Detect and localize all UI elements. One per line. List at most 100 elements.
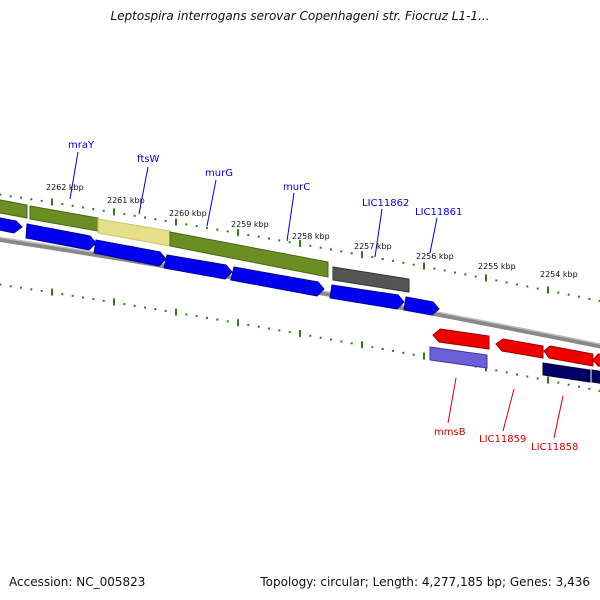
blue-arrow-5[interactable] bbox=[230, 266, 325, 297]
minor-tick bbox=[588, 297, 591, 300]
major-tick bbox=[113, 208, 115, 216]
minor-tick bbox=[30, 288, 33, 291]
reverse-feature-track bbox=[429, 328, 600, 384]
gene-bar-left[interactable] bbox=[0, 199, 28, 219]
blue-arrow-4[interactable] bbox=[163, 254, 233, 280]
minor-tick bbox=[144, 216, 146, 219]
minor-tick bbox=[185, 223, 188, 226]
major-tick bbox=[423, 352, 425, 360]
minor-tick bbox=[433, 267, 436, 270]
major-tick bbox=[175, 308, 177, 316]
minor-tick bbox=[578, 295, 580, 298]
minor-tick bbox=[340, 250, 343, 253]
navy-bar-1[interactable] bbox=[542, 362, 591, 383]
minor-tick bbox=[495, 279, 498, 282]
minor-tick bbox=[505, 281, 508, 284]
major-tick bbox=[51, 198, 53, 206]
forward-gene-labels: mraY ftsW murG murC LIC11862 LIC11861 bbox=[68, 140, 462, 258]
minor-tick bbox=[154, 218, 157, 221]
gene-label-LIC11859[interactable]: LIC11859 bbox=[479, 434, 526, 445]
red-arrow-1[interactable] bbox=[432, 328, 490, 350]
minor-tick bbox=[464, 273, 467, 276]
minor-tick bbox=[412, 353, 415, 356]
minor-tick bbox=[185, 313, 188, 316]
minor-tick bbox=[257, 325, 260, 328]
minor-tick bbox=[454, 271, 456, 274]
minor-tick bbox=[567, 293, 570, 296]
minor-tick bbox=[40, 289, 43, 292]
minor-tick bbox=[588, 387, 591, 390]
leader-line-murG bbox=[206, 179, 217, 227]
minor-tick bbox=[516, 283, 518, 286]
blue-arrow-2[interactable] bbox=[25, 223, 97, 251]
gene-label-murG[interactable]: murG bbox=[205, 168, 233, 179]
minor-tick bbox=[216, 228, 219, 231]
minor-tick bbox=[9, 285, 12, 288]
gene-label-mraY[interactable]: mraY bbox=[68, 140, 95, 151]
minor-tick bbox=[330, 338, 332, 341]
blue-arrow-3[interactable] bbox=[93, 239, 167, 267]
minor-tick bbox=[40, 199, 43, 202]
navy-bar-2[interactable] bbox=[591, 369, 600, 384]
gene-label-mmsB[interactable]: mmsB bbox=[434, 427, 466, 438]
minor-tick bbox=[278, 329, 281, 332]
blue-arrow-6[interactable] bbox=[329, 284, 405, 310]
minor-tick bbox=[443, 269, 446, 272]
minor-tick bbox=[268, 327, 270, 330]
gene-label-ftsW[interactable]: ftsW bbox=[137, 154, 159, 165]
minor-tick bbox=[154, 308, 157, 311]
minor-tick bbox=[340, 340, 343, 343]
minor-tick bbox=[392, 349, 394, 352]
scale-label: 2261 kbp bbox=[107, 196, 145, 205]
gene-bar-LIC11862[interactable] bbox=[332, 266, 410, 293]
minor-tick bbox=[61, 293, 64, 296]
minor-tick bbox=[412, 263, 415, 266]
blue-arrow-1[interactable] bbox=[0, 217, 23, 234]
outer-tick-track bbox=[0, 193, 600, 302]
minor-tick bbox=[123, 213, 126, 216]
scale-label: 2259 kbp bbox=[231, 220, 269, 229]
minor-tick bbox=[402, 261, 405, 264]
minor-tick bbox=[598, 389, 600, 392]
minor-tick bbox=[557, 381, 560, 384]
minor-tick bbox=[71, 294, 74, 297]
minor-tick bbox=[9, 195, 12, 198]
minor-tick bbox=[381, 348, 384, 350]
gene-bar-murG-murC[interactable] bbox=[169, 231, 329, 278]
minor-tick bbox=[20, 286, 22, 289]
blue-arrow-7[interactable] bbox=[403, 296, 440, 316]
major-tick bbox=[113, 298, 115, 306]
leader-line-LIC11862 bbox=[374, 208, 383, 258]
major-tick bbox=[361, 341, 363, 349]
red-arrow-3[interactable] bbox=[543, 345, 594, 367]
red-arrow-2[interactable] bbox=[495, 338, 544, 359]
minor-tick bbox=[164, 219, 167, 222]
lavender-bar-mmsB[interactable] bbox=[429, 346, 488, 369]
gene-label-murC[interactable]: murC bbox=[283, 182, 310, 193]
scale-label: 2260 kbp bbox=[169, 209, 207, 218]
leader-line-mmsB bbox=[447, 377, 457, 424]
gene-label-LIC11861[interactable]: LIC11861 bbox=[415, 207, 462, 218]
minor-tick bbox=[30, 198, 33, 201]
minor-tick bbox=[226, 320, 229, 323]
minor-tick bbox=[61, 203, 64, 206]
major-tick bbox=[547, 376, 549, 384]
minor-tick bbox=[309, 334, 312, 337]
minor-tick bbox=[144, 306, 146, 309]
scale-labels: 2262 kbp 2261 kbp 2260 kbp 2259 kbp 2258… bbox=[46, 183, 578, 279]
major-tick bbox=[299, 330, 301, 337]
minor-tick bbox=[350, 342, 353, 345]
minor-tick bbox=[257, 235, 260, 238]
minor-tick bbox=[123, 303, 126, 306]
minor-tick bbox=[0, 283, 2, 286]
minor-tick bbox=[319, 336, 322, 339]
red-arrow-4[interactable] bbox=[592, 353, 600, 367]
minor-tick bbox=[288, 331, 291, 334]
scale-label: 2262 kbp bbox=[46, 183, 84, 192]
gene-label-LIC11858[interactable]: LIC11858 bbox=[531, 442, 578, 453]
scale-label: 2254 kbp bbox=[540, 270, 578, 279]
minor-tick bbox=[82, 296, 84, 299]
gene-label-LIC11862[interactable]: LIC11862 bbox=[362, 198, 409, 209]
